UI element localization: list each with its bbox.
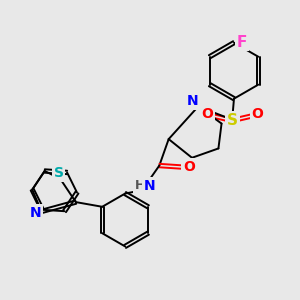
Text: O: O: [202, 107, 214, 121]
Text: N: N: [143, 179, 155, 193]
Text: N: N: [30, 206, 42, 220]
Text: H: H: [134, 178, 145, 192]
Text: S: S: [54, 166, 64, 180]
Text: N: N: [187, 94, 198, 108]
Text: O: O: [183, 160, 195, 174]
Text: O: O: [251, 107, 263, 121]
Text: S: S: [227, 113, 238, 128]
Text: F: F: [237, 34, 247, 50]
